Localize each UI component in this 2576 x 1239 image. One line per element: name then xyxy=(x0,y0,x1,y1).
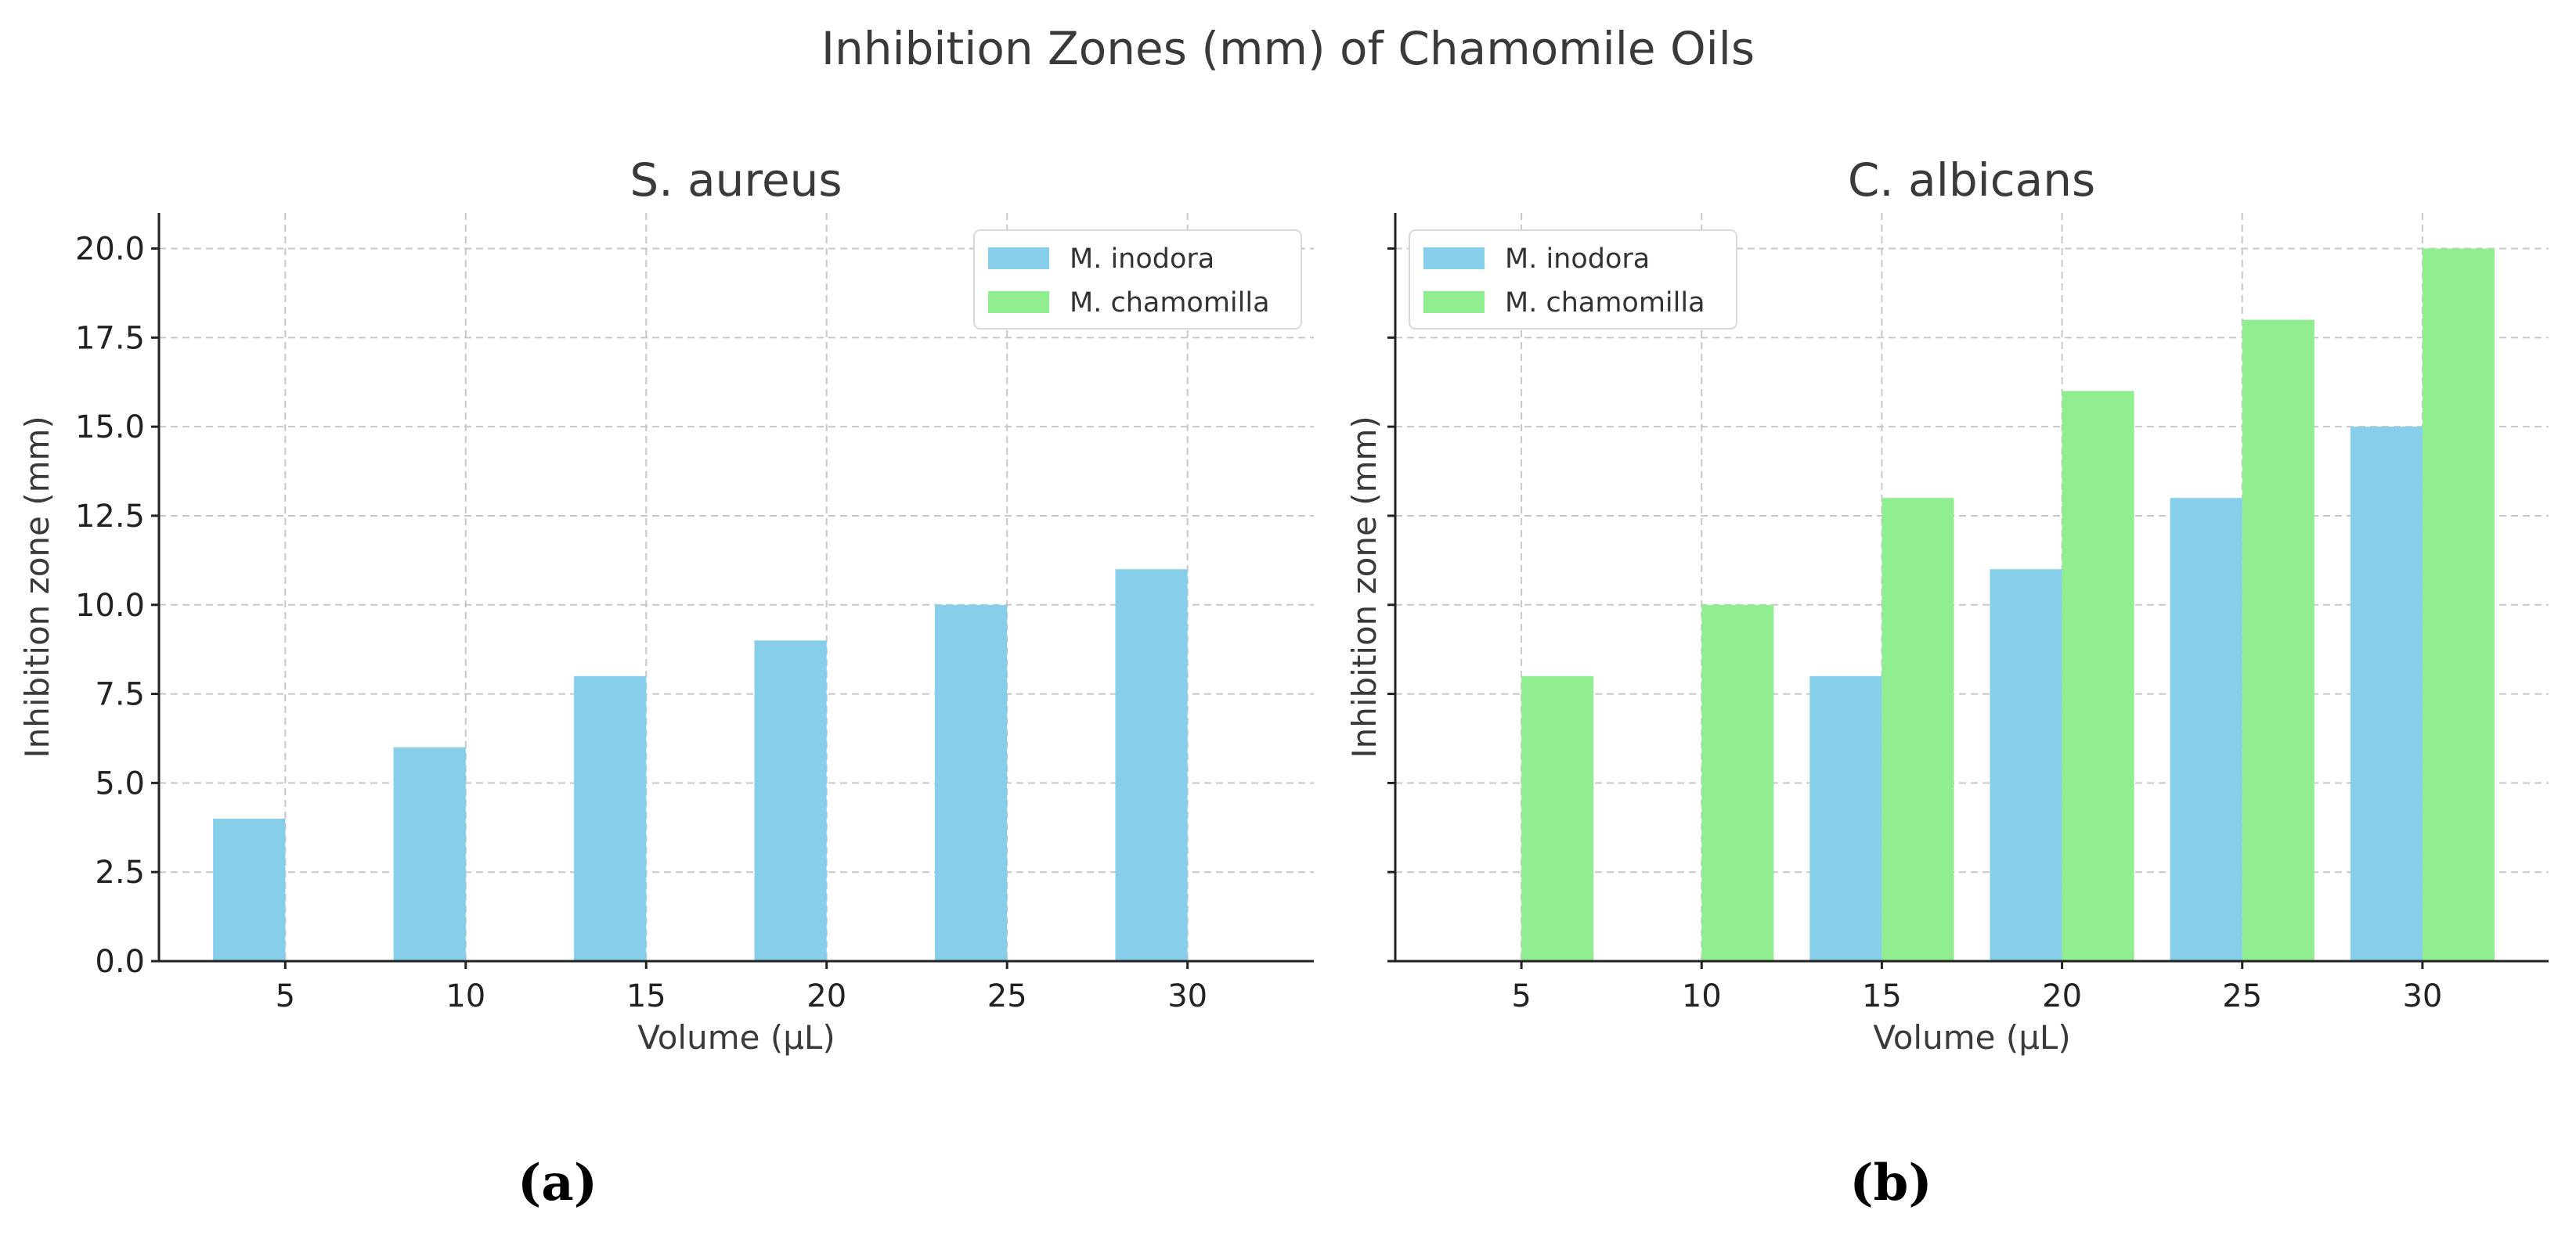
bar-inodora-20 xyxy=(754,640,827,961)
bar-inodora-10 xyxy=(393,747,466,961)
x-tick-label: 25 xyxy=(2222,978,2262,1014)
y-tick-label: 12.5 xyxy=(75,499,145,535)
y-tick-label: 5.0 xyxy=(95,765,145,801)
chart-panel-1: S. aureus 0.0 2.5 5.0 7.5 10.0 12.5 15.0 17.5 20.… xyxy=(18,153,1314,1057)
panel-label-a: (a) xyxy=(518,1154,597,1212)
y-tick-label: 17.5 xyxy=(75,320,145,356)
legend-swatch-chamomilla xyxy=(988,291,1049,313)
y-tick-label: 15.0 xyxy=(75,409,145,445)
chart-panel-2: C. albicans 5 10 15 20 25 30 Volume (μL) Inhibit… xyxy=(1345,153,2549,1057)
bar-chamomilla-30 xyxy=(2422,248,2495,961)
legend: M. inodora M. chamomilla xyxy=(973,229,1302,330)
x-axis-label: Volume (μL) xyxy=(1873,1018,2070,1057)
panel-label-b: (b) xyxy=(1849,1154,1932,1212)
legend-frame xyxy=(973,229,1302,330)
x-tick-label: 20 xyxy=(806,978,846,1014)
bar-chamomilla-5 xyxy=(1521,675,1594,961)
legend-label-inodora: M. inodora xyxy=(1070,243,1214,275)
x-tick-label: 5 xyxy=(1511,978,1531,1014)
chart-title: S. aureus xyxy=(630,153,842,207)
y-axis-label: Inhibition zone (mm) xyxy=(18,416,56,758)
panels: S. aureus 0.0 2.5 5.0 7.5 10.0 12.5 15.0 17.5 20.… xyxy=(18,153,2549,1057)
bar-chamomilla-25 xyxy=(2242,319,2314,962)
x-tick-label: 30 xyxy=(1167,978,1207,1014)
bar-chamomilla-20 xyxy=(2062,391,2134,962)
legend-frame xyxy=(1409,229,1737,330)
x-tick-label: 5 xyxy=(276,978,295,1014)
bar-inodora-25 xyxy=(2170,498,2242,961)
x-tick-label: 15 xyxy=(626,978,666,1014)
legend-label-inodora: M. inodora xyxy=(1505,243,1650,275)
bar-chamomilla-15 xyxy=(1881,498,1954,961)
bar-chamomilla-10 xyxy=(1701,604,1774,961)
y-tick-label: 0.0 xyxy=(95,944,145,980)
y-tick-label: 7.5 xyxy=(95,677,145,713)
legend-swatch-inodora xyxy=(1423,247,1485,269)
legend: M. inodora M. chamomilla xyxy=(1409,229,1737,330)
figure-title: Inhibition Zones (mm) of Chamomile Oils xyxy=(821,22,1755,75)
bar-inodora-5 xyxy=(213,818,286,961)
y-tick-label: 2.5 xyxy=(95,855,145,891)
x-tick-label: 15 xyxy=(1862,978,1902,1014)
legend-swatch-inodora xyxy=(988,247,1049,269)
legend-label-chamomilla: M. chamomilla xyxy=(1505,287,1705,319)
bar-inodora-20 xyxy=(1990,569,2062,961)
bar-inodora-30 xyxy=(2350,427,2423,961)
x-tick-label: 10 xyxy=(1682,978,1722,1014)
y-axis-label: Inhibition zone (mm) xyxy=(1345,416,1384,758)
x-tick-label: 20 xyxy=(2042,978,2082,1014)
y-tick-label: 20.0 xyxy=(75,232,145,268)
bar-inodora-15 xyxy=(574,675,647,961)
x-axis-label: Volume (μL) xyxy=(637,1018,835,1057)
x-tick-label: 25 xyxy=(987,978,1027,1014)
x-tick-label: 30 xyxy=(2402,978,2442,1014)
bar-inodora-25 xyxy=(935,604,1008,961)
legend-swatch-chamomilla xyxy=(1423,291,1485,313)
chart-title: C. albicans xyxy=(1848,153,2095,207)
bar-inodora-30 xyxy=(1115,569,1188,961)
y-tick-label: 10.0 xyxy=(75,588,145,624)
x-tick-label: 10 xyxy=(446,978,485,1014)
bar-inodora-15 xyxy=(1809,675,1882,961)
legend-label-chamomilla: M. chamomilla xyxy=(1070,287,1270,319)
